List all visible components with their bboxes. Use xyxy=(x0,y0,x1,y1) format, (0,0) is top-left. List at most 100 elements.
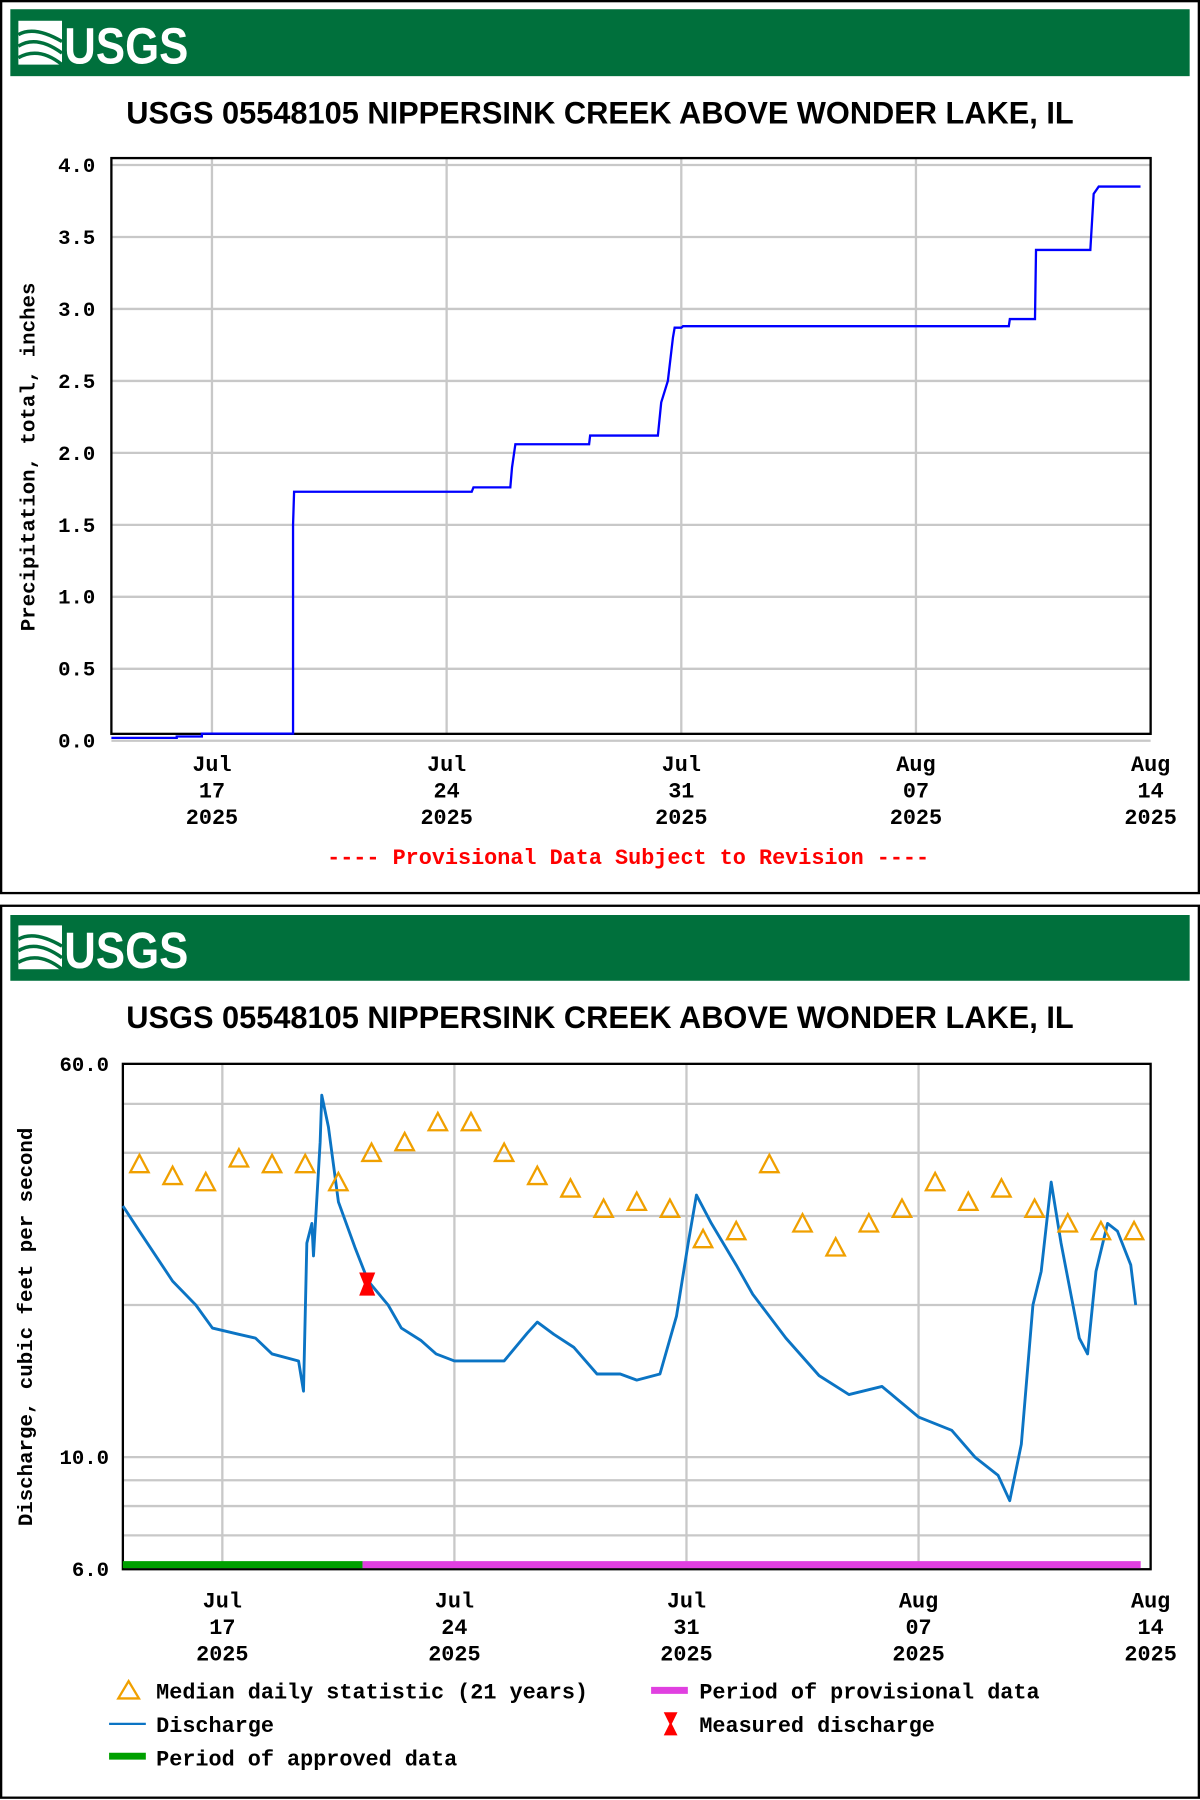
x-tick-label: 14 xyxy=(1138,1616,1164,1641)
median-point xyxy=(758,1152,781,1174)
precip-panel xyxy=(0,0,1200,895)
plot-frame xyxy=(121,1062,1152,1571)
legend-provisional: Period of provisional data xyxy=(699,1680,1039,1705)
precip-chart-title: USGS 05548105 NIPPERSINK CREEK ABOVE WON… xyxy=(126,95,1073,130)
x-tick-label: 24 xyxy=(434,779,460,804)
x-tick-label: 2025 xyxy=(660,1642,712,1667)
y-tick-label: 0.5 xyxy=(58,660,95,683)
median-point xyxy=(559,1176,582,1198)
x-tick-label: 2025 xyxy=(196,1642,248,1667)
median-point xyxy=(128,1152,151,1174)
median-point xyxy=(1056,1211,1079,1233)
y-tick-label: 0.0 xyxy=(58,732,95,755)
plot-frame xyxy=(110,156,1152,735)
discharge-chart-title: USGS 05548105 NIPPERSINK CREEK ABOVE WON… xyxy=(126,1000,1073,1035)
discharge-line xyxy=(121,1093,1138,1503)
x-tick-label: Jul xyxy=(203,1589,242,1614)
x-tick-label: 17 xyxy=(209,1616,235,1641)
x-tick-label: 2025 xyxy=(892,1642,944,1667)
x-tick-label: Jul xyxy=(662,753,701,778)
y-tick-label: 10.0 xyxy=(60,1448,110,1471)
median-point xyxy=(890,1197,914,1219)
median-point xyxy=(393,1130,416,1152)
discharge-chart: 60.010.06.0Jul172025Jul242025Jul312025Au… xyxy=(16,1055,1177,1668)
usgs-logo: USGS xyxy=(17,17,188,74)
precip-chart: 0.00.51.01.52.02.53.03.54.0Jul172025Jul2… xyxy=(18,156,1176,831)
x-tick-label: 17 xyxy=(199,779,225,804)
x-tick-label: Aug xyxy=(896,753,935,778)
median-point xyxy=(725,1219,748,1241)
median-point xyxy=(924,1170,947,1192)
legend-discharge: Discharge xyxy=(156,1714,274,1739)
y-axis-label: Discharge, cubic feet per second xyxy=(16,1128,39,1527)
svg-text:USGS: USGS xyxy=(64,922,188,979)
y-tick-label: 3.5 xyxy=(58,228,95,251)
median-point xyxy=(493,1141,516,1163)
x-tick-label: 24 xyxy=(441,1616,467,1641)
x-tick-label: 2025 xyxy=(420,806,472,831)
median-point xyxy=(658,1197,682,1219)
usgs-banner xyxy=(10,915,1190,981)
legend-approved: Period of approved data xyxy=(156,1747,457,1772)
legend-measured-icon xyxy=(663,1712,678,1736)
median-point xyxy=(625,1190,648,1212)
median-point xyxy=(426,1110,449,1132)
x-tick-label: Jul xyxy=(427,753,466,778)
x-tick-label: Aug xyxy=(1131,753,1170,778)
x-tick-label: 2025 xyxy=(655,806,707,831)
legend: Median daily statistic (21 years) Discha… xyxy=(109,1678,1040,1772)
x-tick-label: Jul xyxy=(435,1589,474,1614)
y-tick-label: 3.0 xyxy=(58,300,95,323)
median-point xyxy=(957,1190,980,1212)
median-point xyxy=(194,1170,217,1192)
y-tick-label: 2.5 xyxy=(58,372,95,395)
x-tick-label: 31 xyxy=(668,779,694,804)
x-tick-label: 31 xyxy=(673,1616,699,1641)
median-point xyxy=(791,1211,814,1233)
median-point xyxy=(1089,1219,1112,1241)
y-tick-label: 1.5 xyxy=(58,516,95,539)
provisional-note: ---- Provisional Data Subject to Revisio… xyxy=(327,846,929,871)
usgs-logo: USGS xyxy=(17,922,188,979)
median-point xyxy=(1023,1197,1046,1219)
measured-discharge-point xyxy=(359,1272,376,1296)
median-point xyxy=(327,1170,350,1192)
y-tick-label: 6.0 xyxy=(72,1560,109,1583)
y-tick-label: 60.0 xyxy=(60,1055,110,1078)
x-tick-label: 2025 xyxy=(428,1642,480,1667)
median-point xyxy=(161,1164,184,1186)
median-point xyxy=(526,1164,549,1186)
y-tick-label: 4.0 xyxy=(58,156,95,179)
x-tick-label: 14 xyxy=(1138,779,1164,804)
y-axis-label: Precipitation, total, inches xyxy=(18,283,41,632)
x-tick-label: 2025 xyxy=(186,806,238,831)
x-tick-label: Aug xyxy=(1131,1589,1170,1614)
median-point xyxy=(260,1152,284,1174)
x-tick-label: 2025 xyxy=(890,806,942,831)
median-point xyxy=(459,1110,483,1132)
x-tick-label: 07 xyxy=(903,779,929,804)
discharge-panel xyxy=(0,904,1200,1799)
svg-text:USGS: USGS xyxy=(64,17,188,74)
x-tick-label: 07 xyxy=(905,1616,931,1641)
x-tick-label: Jul xyxy=(192,753,231,778)
legend-median-triangle-icon xyxy=(116,1678,141,1700)
median-point xyxy=(990,1176,1013,1198)
y-tick-label: 1.0 xyxy=(58,588,95,611)
usgs-banner xyxy=(10,9,1190,77)
x-tick-label: Jul xyxy=(667,1589,706,1614)
legend-median: Median daily statistic (21 years) xyxy=(156,1680,588,1705)
median-point xyxy=(592,1197,615,1219)
y-tick-label: 2.0 xyxy=(58,444,95,467)
median-point xyxy=(857,1211,880,1233)
x-tick-label: 2025 xyxy=(1124,806,1176,831)
median-point xyxy=(824,1235,847,1257)
median-point xyxy=(691,1227,715,1249)
median-point xyxy=(227,1146,251,1168)
median-point xyxy=(1122,1219,1146,1241)
median-point xyxy=(360,1141,383,1163)
precipitation-line xyxy=(111,185,1141,740)
x-tick-label: 2025 xyxy=(1124,1642,1176,1667)
median-point xyxy=(294,1152,317,1174)
legend-measured: Measured discharge xyxy=(699,1714,935,1739)
